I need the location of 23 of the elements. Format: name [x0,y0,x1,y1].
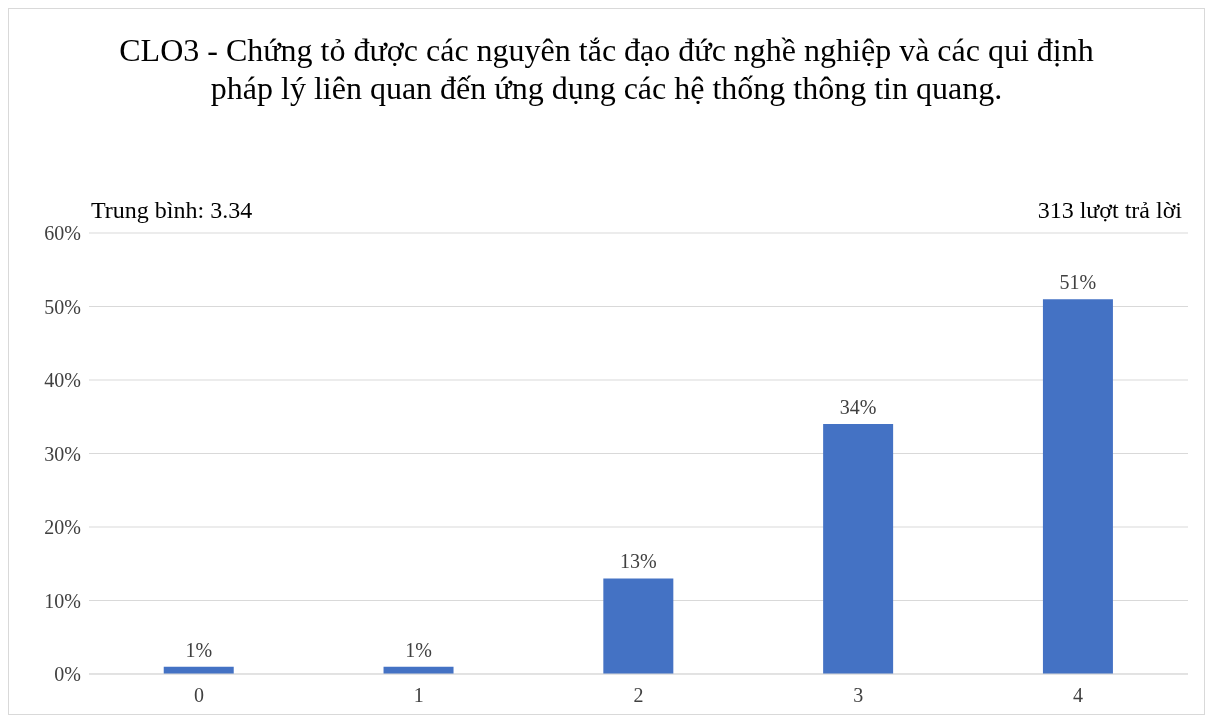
y-tick-label: 0% [54,663,81,686]
data-label: 1% [405,638,432,661]
x-tick-label: 0 [193,684,204,707]
x-tick-label: 3 [853,684,864,707]
y-tick-label: 20% [44,516,81,539]
chart-title: CLO3 - Chứng tỏ được các nguyên tắc đạo đức nghề nghiệp và các qui định pháp lý liên quan đến ứng dụng các hệ thống thông tin quang. [118,31,1095,107]
x-tick-label: 4 [1073,684,1084,707]
text: 313 lượt trả lời [1037,197,1182,224]
y-tick-label: 30% [44,442,81,465]
data-label: 1% [185,638,213,661]
bar [823,424,894,674]
data-label: 51% [1059,271,1097,294]
data-label: 13% [620,550,657,573]
bar [1042,299,1113,674]
x-tick-label: 1 [413,684,424,707]
bar [603,578,674,674]
y-tick-label: 10% [44,589,81,612]
y-tick-label: 40% [44,369,81,392]
data-label: 34% [839,396,877,419]
y-tick-label: 60% [44,222,81,245]
y-tick-label: 50% [44,295,81,318]
text: Trung bình: 3.34 [91,197,253,224]
x-tick-label: 2 [633,684,644,707]
